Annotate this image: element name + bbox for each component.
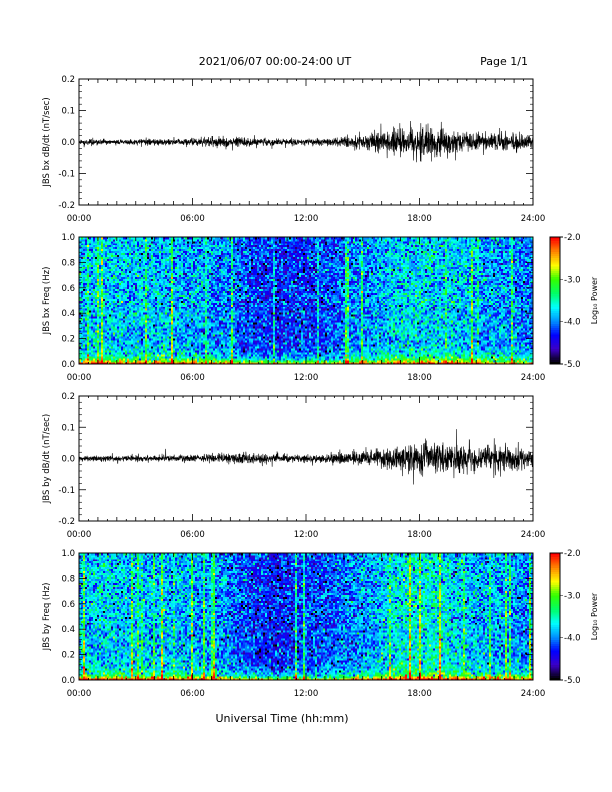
y-axis-label: JBS bx dB/dt (nT/sec): [42, 97, 52, 187]
time-tick-label: 12:00: [294, 214, 319, 224]
page-number: Page 1/1: [480, 55, 528, 68]
y-tick-label: 0.8: [61, 574, 75, 584]
y-tick-label: -0.1: [58, 170, 75, 180]
y-tick-label: 0.0: [61, 138, 75, 148]
colorbar: -2.0 -3.0 -4.0 -5.0 Log₁₀ Power: [549, 233, 599, 370]
panels-group: 0.2 0.1 0.0 -0.1 -0.2 JBS bx dB/dt (nT/sec) 00…: [42, 75, 599, 699]
y-axis-label: JBS by Freq (Hz): [42, 583, 52, 652]
y-tick-label: 0.0: [61, 360, 75, 370]
time-tick-label: 00:00: [67, 214, 92, 224]
y-tick-label: 0.2: [61, 392, 75, 402]
x-axis-label: Universal Time (hh:mm): [216, 712, 349, 725]
time-tick-label: 00:00: [67, 689, 92, 699]
y-axis-label: JBS by dB/dt (nT/sec): [42, 414, 52, 504]
time-tick-label: 18:00: [407, 214, 432, 224]
time-tick-label: 06:00: [180, 214, 205, 224]
y-tick-label: 1.0: [61, 233, 75, 243]
y-tick-label: 0.0: [61, 676, 75, 686]
time-tick-label: 12:00: [294, 373, 319, 383]
spectrogram-panel: 1.0 0.8 0.6 0.4 0.2 0.0 JBS by Freq (Hz) 00:00 0…: [42, 549, 599, 699]
colorbar-tick-label: -2.0: [564, 233, 581, 243]
dbdt-series-line: [78, 429, 534, 485]
colorbar-tick-label: -4.0: [564, 634, 581, 644]
colorbar-label: Log₁₀ Power: [590, 592, 599, 640]
colorbar: -2.0 -3.0 -4.0 -5.0 Log₁₀ Power: [549, 549, 599, 686]
colorbar-tick-label: -3.0: [564, 275, 581, 285]
y-tick-label: -0.2: [58, 517, 75, 527]
y-tick-label: 0.1: [61, 423, 75, 433]
figure-title: 2021/06/07 00:00-24:00 UT: [199, 55, 352, 68]
time-tick-label: 00:00: [67, 530, 92, 540]
time-tick-label: 06:00: [180, 689, 205, 699]
y-tick-label: 0.2: [61, 75, 75, 85]
time-tick-label: 24:00: [521, 373, 546, 383]
colorbar-label: Log₁₀ Power: [590, 276, 599, 324]
time-tick-label: 18:00: [407, 373, 432, 383]
timeseries-panel: 0.2 0.1 0.0 -0.1 -0.2 JBS bx dB/dt (nT/sec) 00…: [42, 75, 545, 224]
colorbar-tick-label: -5.0: [564, 676, 581, 686]
y-axis-label: JBS bx Freq (Hz): [42, 267, 52, 336]
y-tick-label: 0.4: [61, 309, 75, 319]
time-tick-label: 00:00: [67, 373, 92, 383]
y-tick-label: -0.1: [58, 486, 75, 496]
y-tick-label: 0.0: [61, 455, 75, 465]
y-tick-label: 0.2: [61, 651, 75, 661]
colorbar-tick-label: -5.0: [564, 360, 581, 370]
time-tick-label: 24:00: [521, 530, 546, 540]
y-tick-label: 0.2: [61, 335, 75, 345]
spectrogram-image: [79, 553, 534, 681]
y-tick-label: 0.1: [61, 107, 75, 117]
colorbar-tick-label: -2.0: [564, 549, 581, 559]
y-tick-label: 0.4: [61, 625, 75, 635]
y-tick-label: 0.8: [61, 258, 75, 268]
spectrogram-image: [79, 237, 534, 365]
timeseries-panel: 0.2 0.1 0.0 -0.1 -0.2 JBS by dB/dt (nT/sec) 00…: [42, 392, 545, 540]
time-tick-label: 24:00: [521, 214, 546, 224]
y-tick-label: 0.6: [61, 284, 75, 294]
time-tick-label: 18:00: [407, 689, 432, 699]
time-tick-label: 12:00: [294, 530, 319, 540]
time-tick-label: 06:00: [180, 373, 205, 383]
y-tick-label: 0.6: [61, 600, 75, 610]
time-tick-label: 18:00: [407, 530, 432, 540]
time-tick-label: 12:00: [294, 689, 319, 699]
y-tick-label: -0.2: [58, 201, 75, 211]
time-tick-label: 24:00: [521, 689, 546, 699]
colorbar-tick-label: -4.0: [564, 318, 581, 328]
y-tick-label: 1.0: [61, 549, 75, 559]
colorbar-tick-label: -3.0: [564, 591, 581, 601]
time-tick-label: 06:00: [180, 530, 205, 540]
spectrogram-panel: 1.0 0.8 0.6 0.4 0.2 0.0 JBS bx Freq (Hz) 00:00 0…: [42, 233, 599, 383]
dbdt-series-line: [78, 120, 534, 163]
